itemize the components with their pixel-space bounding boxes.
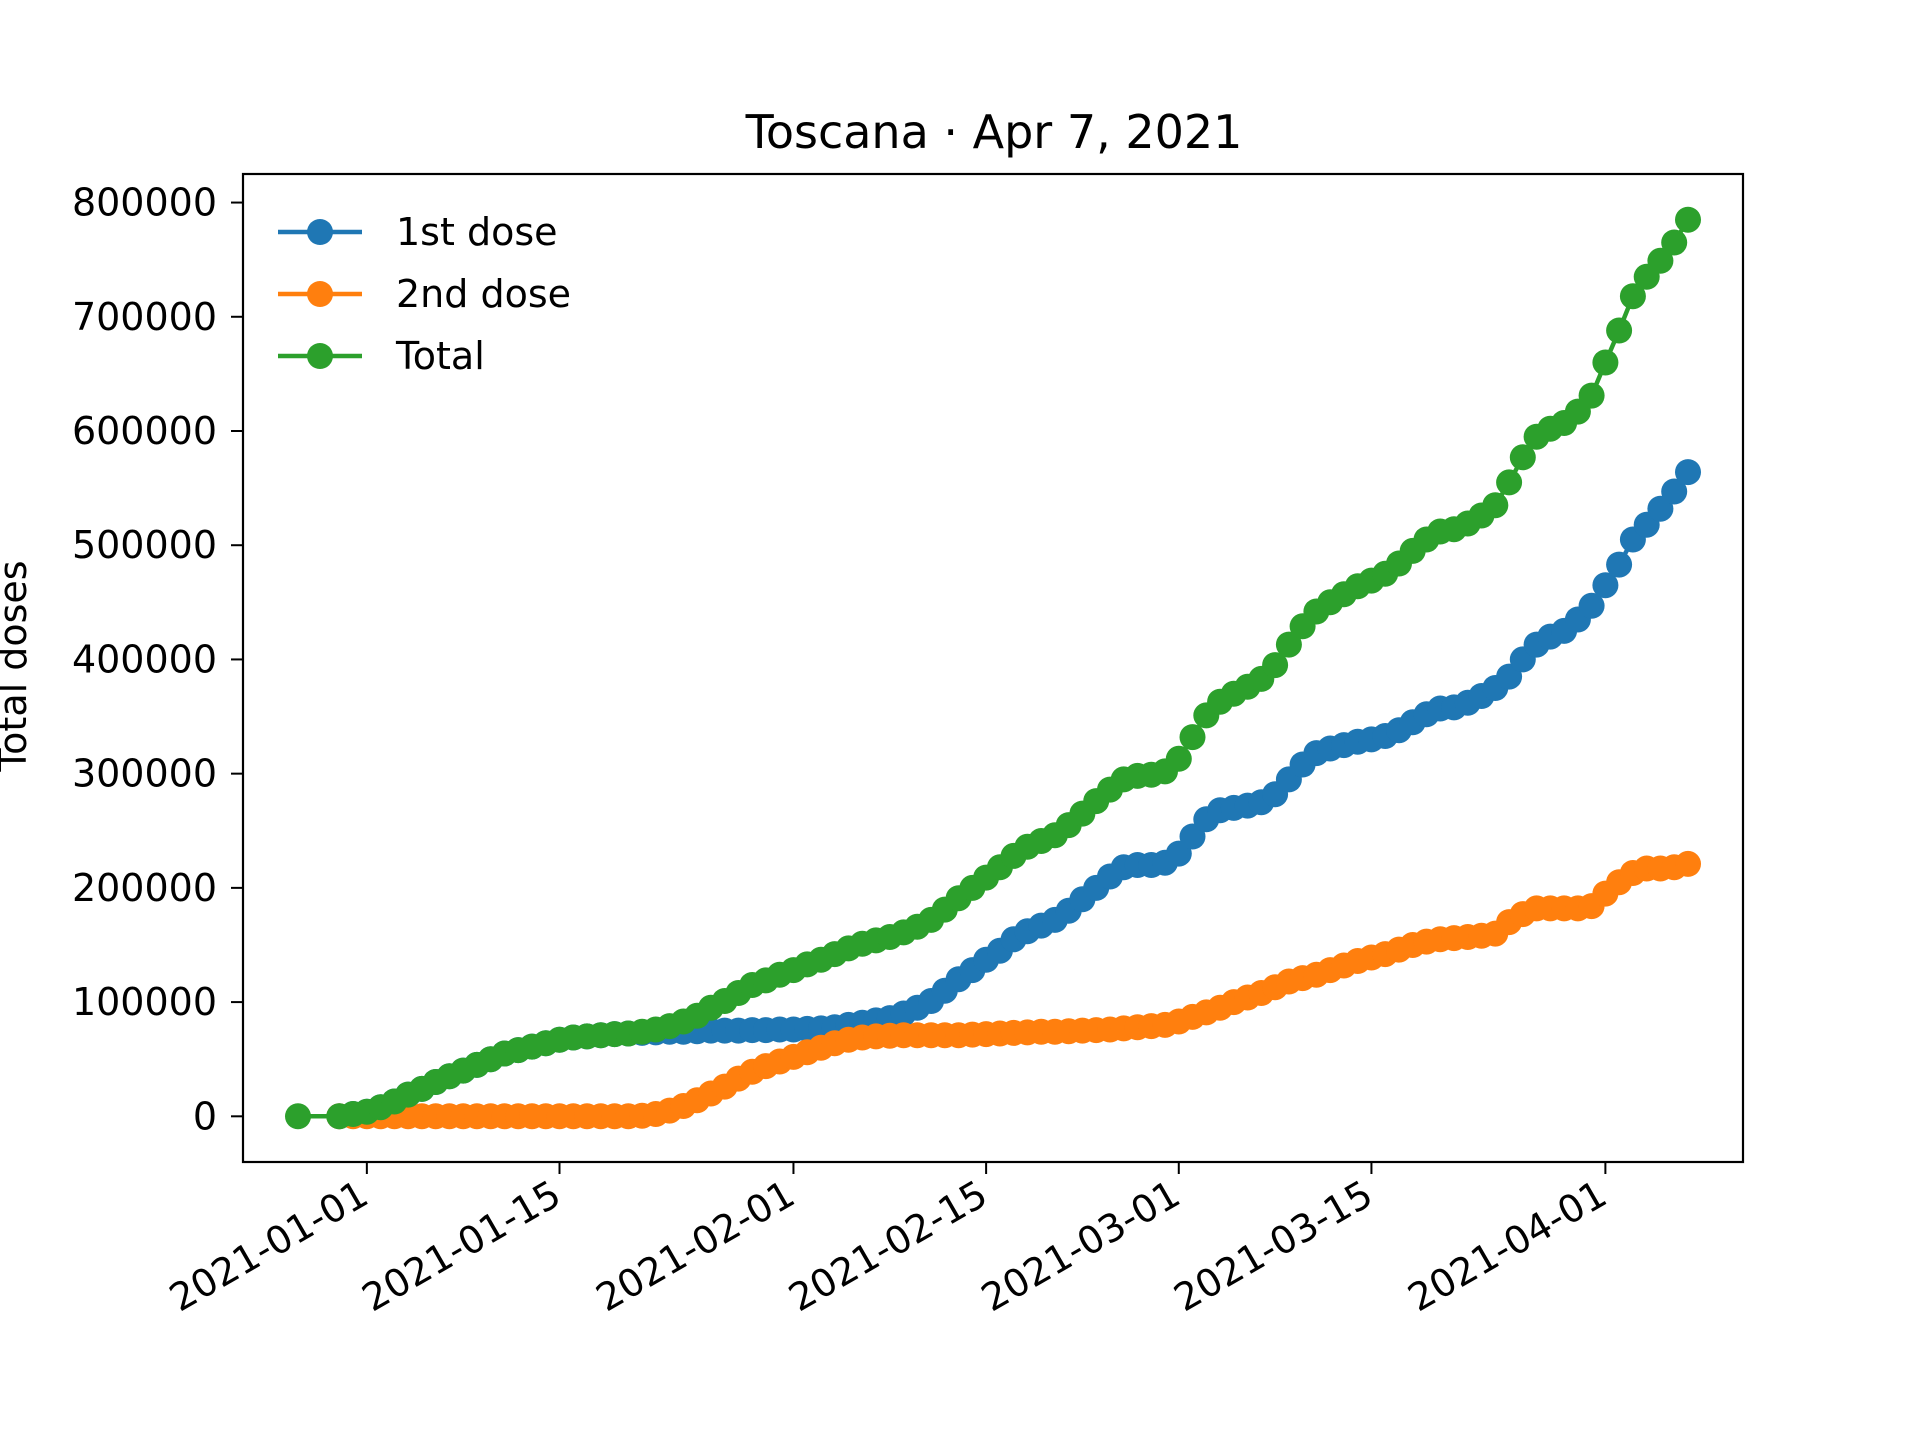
legend-item: 1st dose xyxy=(278,210,558,254)
series-total xyxy=(285,206,1701,1130)
y-tick-label: 0 xyxy=(193,1094,217,1138)
y-tick-label: 500000 xyxy=(72,523,217,567)
data-point xyxy=(1578,592,1605,619)
legend-marker xyxy=(307,219,333,245)
data-point xyxy=(1592,349,1619,376)
data-point xyxy=(1275,631,1302,658)
plot-area xyxy=(241,172,1745,1164)
data-point xyxy=(1606,551,1633,578)
data-point xyxy=(1165,745,1192,772)
legend-label: 2nd dose xyxy=(396,272,571,316)
data-point xyxy=(1578,382,1605,409)
data-point xyxy=(1661,229,1688,256)
legend-marker xyxy=(307,343,333,369)
legend-item: 2nd dose xyxy=(278,272,571,316)
data-point xyxy=(1675,850,1701,877)
legend: 1st dose 2nd dose Total xyxy=(278,210,571,378)
series-layer xyxy=(285,206,1701,1130)
axes-frame xyxy=(241,172,1745,1164)
data-point xyxy=(1262,652,1289,679)
data-point xyxy=(1592,572,1619,599)
legend-item: Total xyxy=(278,334,485,378)
y-axis: 0 100000 200000 300000 400000 500000 600000 700… xyxy=(72,181,243,1138)
y-tick-label: 700000 xyxy=(72,295,217,339)
data-point xyxy=(285,1103,311,1130)
y-tick-label: 400000 xyxy=(72,637,217,681)
y-axis-label: Total doses xyxy=(0,560,35,772)
data-point xyxy=(1619,283,1646,310)
data-point xyxy=(1482,492,1509,519)
y-tick-label: 100000 xyxy=(72,980,217,1024)
data-point xyxy=(1179,724,1206,751)
y-tick-label: 800000 xyxy=(72,181,217,225)
legend-label: 1st dose xyxy=(396,210,558,254)
data-point xyxy=(1496,469,1523,496)
series-2nd-dose xyxy=(326,850,1701,1130)
legend-marker xyxy=(307,281,333,307)
y-tick-label: 300000 xyxy=(72,752,217,796)
data-point xyxy=(1509,444,1536,471)
data-point xyxy=(1675,206,1701,233)
data-point xyxy=(1647,247,1674,274)
y-tick-label: 200000 xyxy=(72,866,217,910)
data-point xyxy=(1675,459,1701,486)
y-tick-label: 600000 xyxy=(72,409,217,453)
chart-title: Toscana · Apr 7, 2021 xyxy=(745,105,1243,159)
legend-label: Total xyxy=(395,334,485,378)
data-point xyxy=(1661,478,1688,505)
data-point xyxy=(1606,317,1633,344)
